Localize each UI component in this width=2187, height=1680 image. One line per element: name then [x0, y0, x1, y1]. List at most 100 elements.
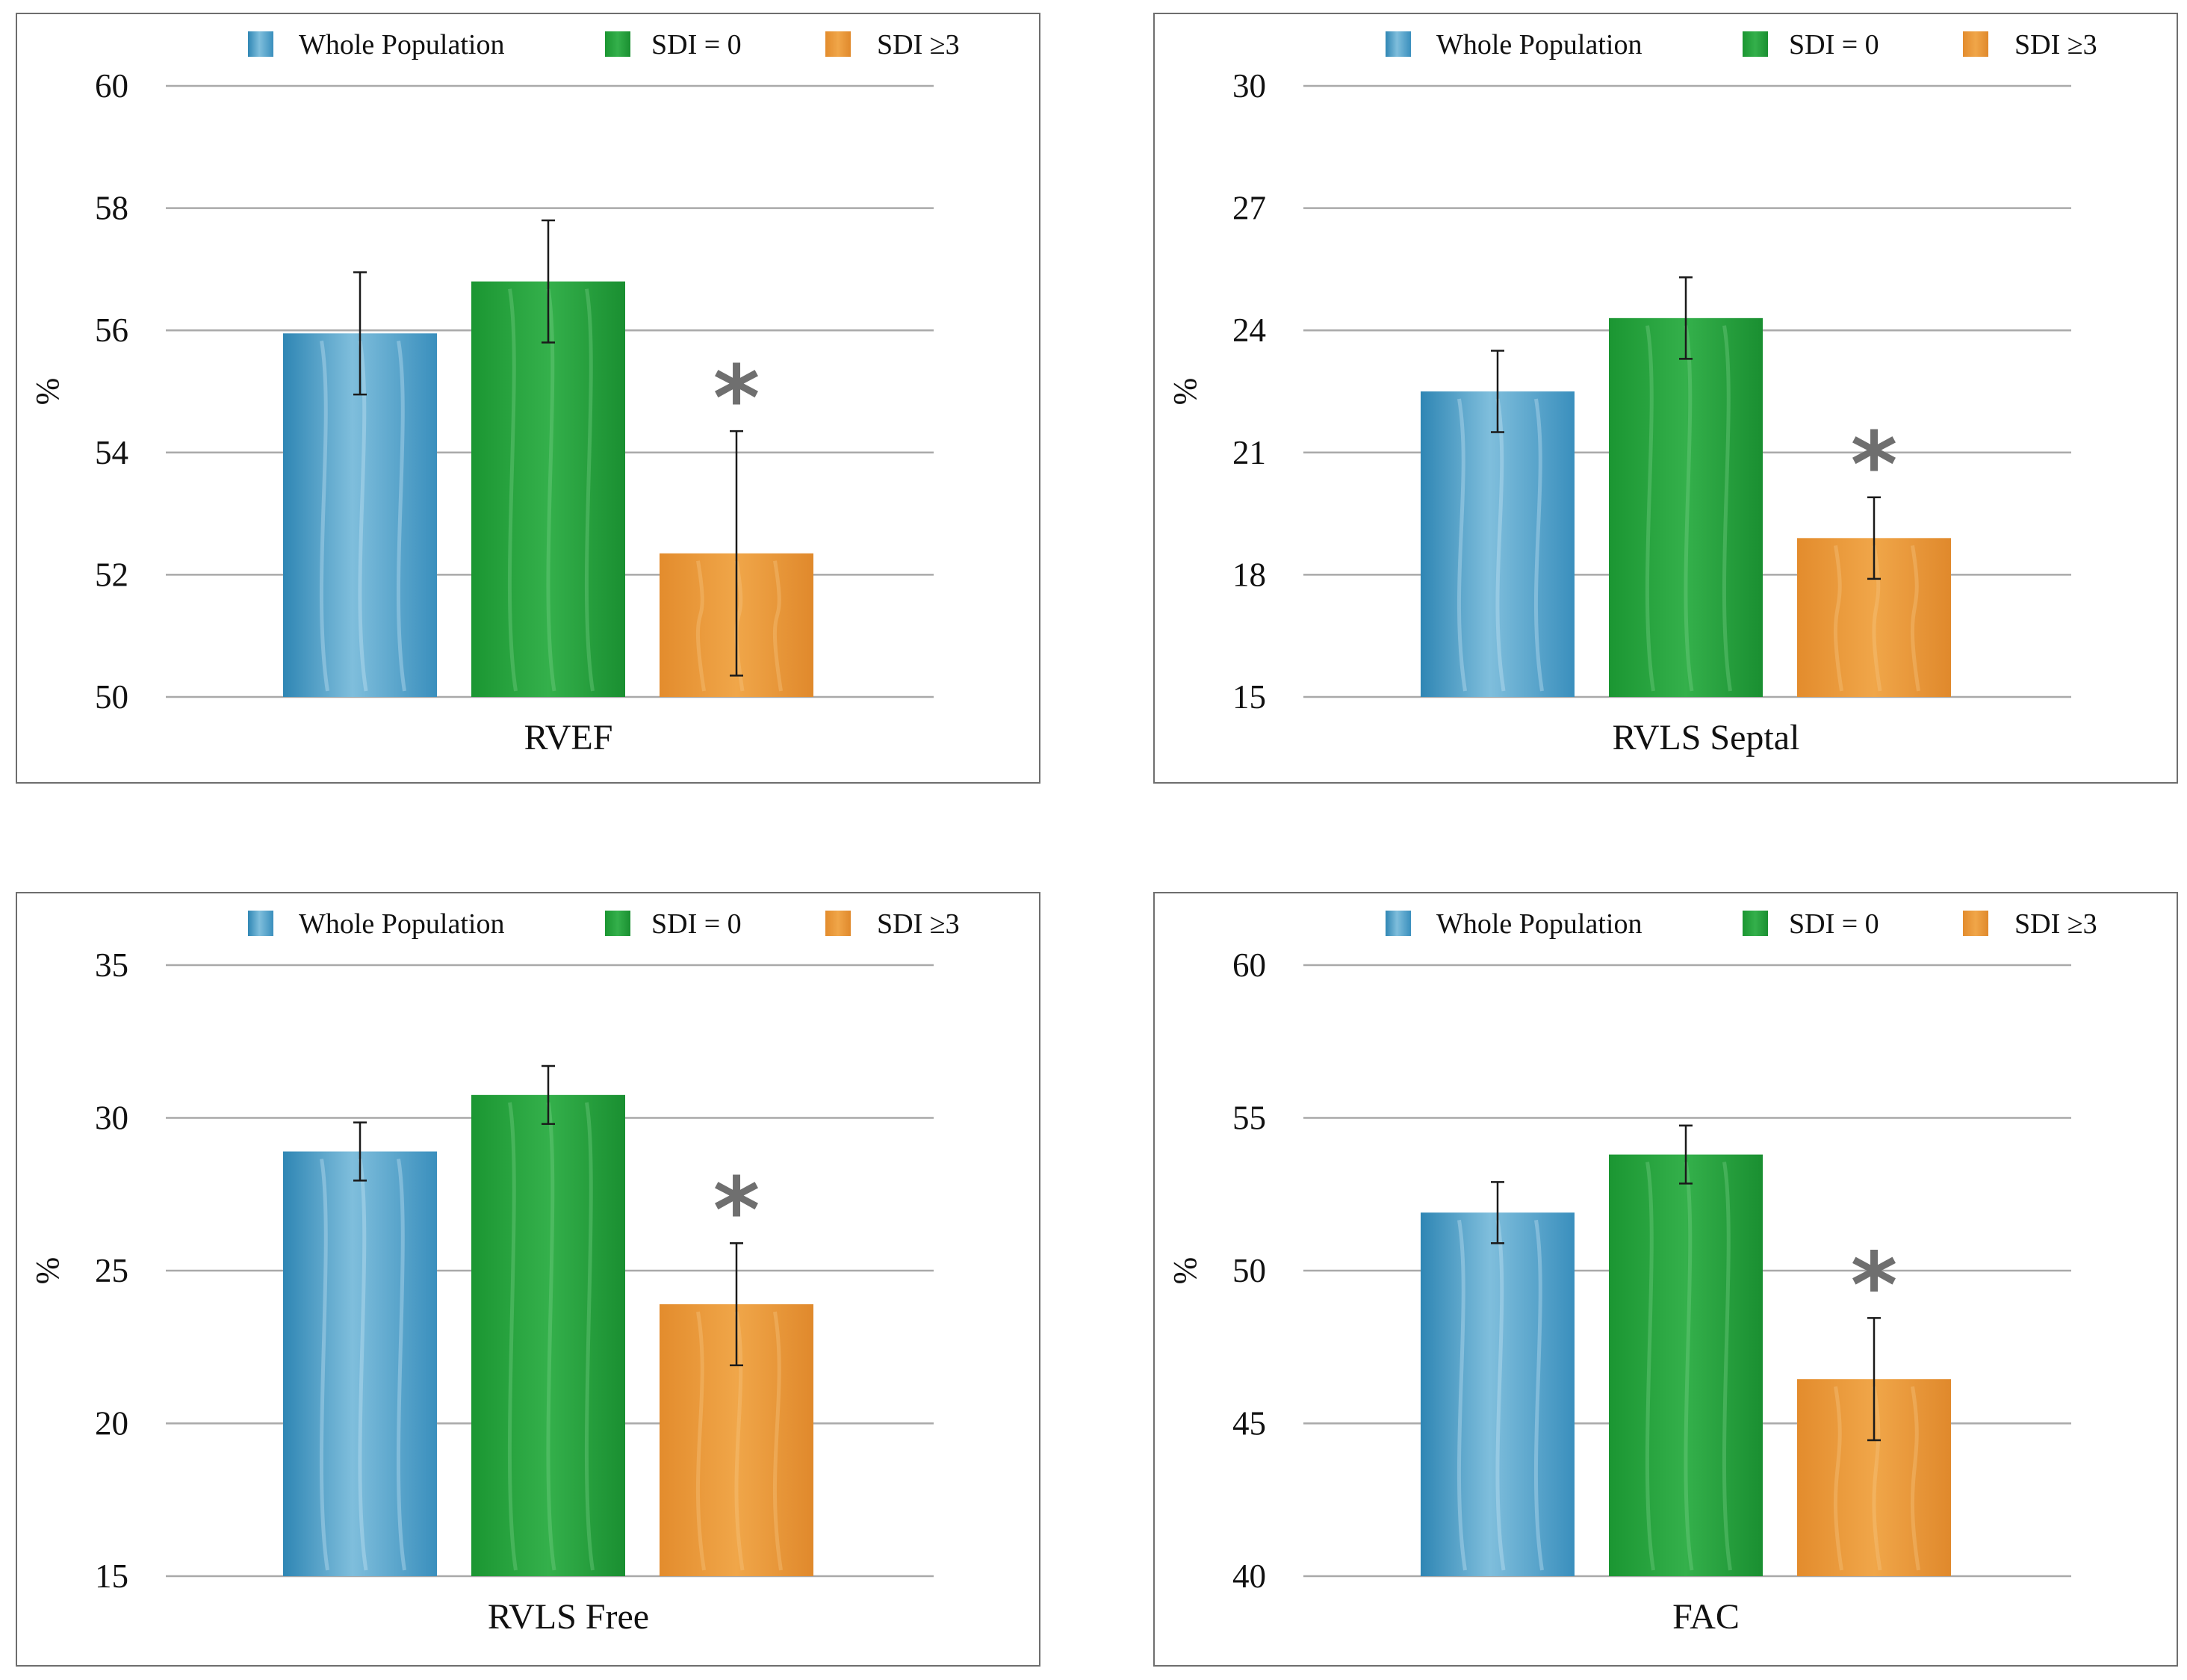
- y-tick-label: 27: [1232, 190, 1266, 227]
- bar-texture: [1910, 1386, 1920, 1571]
- chart-panel-2: 15 18 21 24 27 30% * Whole Population SDI = 0 SDI…: [1153, 13, 2178, 784]
- bar-texture: [1533, 1219, 1544, 1571]
- y-axis-title: %: [1167, 378, 1203, 406]
- legend-label: SDI ≥3: [2014, 29, 2097, 61]
- y-axis-title: %: [29, 1257, 66, 1285]
- bar-texture: [319, 1159, 329, 1571]
- bar-fill: [471, 281, 625, 697]
- y-tick-label: 60: [1232, 946, 1266, 984]
- legend-swatch: [825, 31, 851, 57]
- y-tick-label: 30: [1232, 67, 1266, 105]
- legend-label: SDI = 0: [651, 29, 742, 61]
- bar-fill: [471, 1094, 625, 1576]
- x-axis-label: RVLS Free: [488, 1597, 649, 1637]
- legend-label: Whole Population: [1436, 908, 1642, 940]
- significance-star: *: [713, 347, 760, 451]
- error-bar: [542, 219, 555, 344]
- error-bar: [542, 1064, 555, 1125]
- bar-texture: [734, 1311, 745, 1571]
- error-bar: [1491, 1181, 1504, 1244]
- legend-label: Whole Population: [299, 29, 504, 61]
- bar-texture: [1684, 325, 1694, 692]
- y-tick-label: 45: [1232, 1405, 1266, 1442]
- bar-2: [471, 1094, 625, 1576]
- y-tick-label: 24: [1232, 311, 1266, 349]
- significance-star: *: [1851, 1234, 1898, 1338]
- bar-texture: [507, 288, 518, 692]
- legend-label: SDI = 0: [1789, 29, 1879, 61]
- bar-1: [1421, 1212, 1575, 1576]
- bar-texture: [1684, 1162, 1694, 1571]
- bar-texture: [396, 1159, 406, 1571]
- y-tick-label: 40: [1232, 1557, 1266, 1595]
- bar-texture: [1910, 545, 1920, 692]
- y-tick-label: 20: [95, 1405, 128, 1442]
- bar-texture: [772, 1311, 783, 1571]
- x-axis-label: RVEF: [524, 718, 613, 757]
- legend-swatch: [248, 911, 273, 936]
- bar-texture: [319, 340, 329, 692]
- bar-texture: [546, 1102, 556, 1571]
- legend-label: SDI ≥3: [877, 29, 960, 61]
- bar-texture: [1872, 1386, 1882, 1571]
- bar-texture: [1645, 325, 1655, 692]
- error-bar: [1679, 276, 1693, 360]
- bar-texture: [1533, 398, 1544, 692]
- error-bar: [353, 1121, 367, 1182]
- error-bar: [1679, 1124, 1693, 1185]
- legend-swatch: [248, 31, 273, 57]
- bar-texture: [358, 340, 368, 692]
- legend-label: SDI ≥3: [877, 908, 960, 940]
- bar-texture: [734, 560, 745, 692]
- bar-fill: [1609, 1154, 1763, 1576]
- error-bar: [730, 430, 743, 677]
- legend-swatch: [1963, 31, 1988, 57]
- error-bar: [353, 271, 367, 396]
- y-axis-title: %: [29, 378, 66, 406]
- bar-1: [283, 1151, 437, 1576]
- legend-swatch: [605, 31, 630, 57]
- y-tick-label: 21: [1232, 434, 1266, 471]
- chart-panel-1: 50 52 54 56 58 60% * Whole Population SDI = 0 SDI…: [16, 13, 1040, 784]
- bar-texture: [1722, 325, 1732, 692]
- error-bar: [1491, 350, 1504, 433]
- bar-texture: [695, 1311, 706, 1571]
- bar-texture: [695, 560, 706, 692]
- legend-swatch: [1386, 911, 1411, 936]
- bar-texture: [1495, 1219, 1506, 1571]
- y-axis-title: %: [1167, 1257, 1203, 1285]
- error-bar: [730, 1242, 743, 1367]
- legend-swatch: [1743, 911, 1768, 936]
- bar-texture: [1833, 1386, 1843, 1571]
- y-tick-label: 50: [95, 678, 128, 716]
- bar-texture: [584, 1102, 595, 1571]
- chart-panel-3: 15 20 25 30 35% * Whole Population SDI = 0 SDI ≥…: [16, 892, 1040, 1667]
- legend-swatch: [825, 911, 851, 936]
- bar-texture: [546, 288, 556, 692]
- y-tick-label: 18: [1232, 556, 1266, 593]
- error-bar: [1867, 1317, 1881, 1442]
- bar-2: [1609, 1154, 1763, 1576]
- bar-fill: [1421, 391, 1575, 697]
- bar-fill: [1421, 1212, 1575, 1576]
- y-tick-label: 15: [1232, 678, 1266, 716]
- y-tick-label: 56: [95, 311, 128, 349]
- bar-texture: [772, 560, 783, 692]
- bar-texture: [358, 1159, 368, 1571]
- bar-texture: [584, 288, 595, 692]
- legend-label: SDI = 0: [1789, 908, 1879, 940]
- error-bar: [1867, 496, 1881, 580]
- bar-texture: [1457, 1219, 1467, 1571]
- legend-label: Whole Population: [299, 908, 504, 940]
- significance-star: *: [1851, 414, 1898, 518]
- bar-texture: [1722, 1162, 1732, 1571]
- legend-swatch: [1743, 31, 1768, 57]
- bar-1: [1421, 391, 1575, 697]
- y-tick-label: 55: [1232, 1100, 1266, 1137]
- bar-texture: [1833, 545, 1843, 692]
- legend-swatch: [605, 911, 630, 936]
- bar-texture: [1457, 398, 1467, 692]
- y-tick-label: 30: [95, 1100, 128, 1137]
- y-tick-label: 52: [95, 556, 128, 593]
